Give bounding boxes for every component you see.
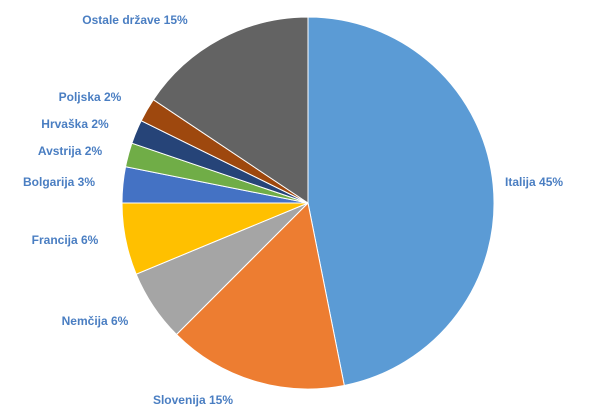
slice-label: Bolgarija 3% <box>23 175 95 189</box>
pie-labels: Italija 45% Slovenija 15% Nemčija 6% Franci… <box>23 13 563 407</box>
slice-label: Francija 6% <box>32 233 99 247</box>
pie-slice <box>175 201 345 390</box>
slice-label: Hrvaška 2% <box>41 117 109 131</box>
slice-label: Poljska 2% <box>59 90 122 104</box>
slice-label: Italija 45% <box>505 175 563 189</box>
pie-slice <box>307 16 495 387</box>
pie-slices <box>121 16 495 390</box>
slice-label: Avstrija 2% <box>38 144 103 158</box>
slice-label: Ostale države 15% <box>82 13 188 27</box>
slice-label: Nemčija 6% <box>62 314 129 328</box>
pie-slice <box>152 16 309 204</box>
slice-label: Slovenija 15% <box>153 393 233 407</box>
